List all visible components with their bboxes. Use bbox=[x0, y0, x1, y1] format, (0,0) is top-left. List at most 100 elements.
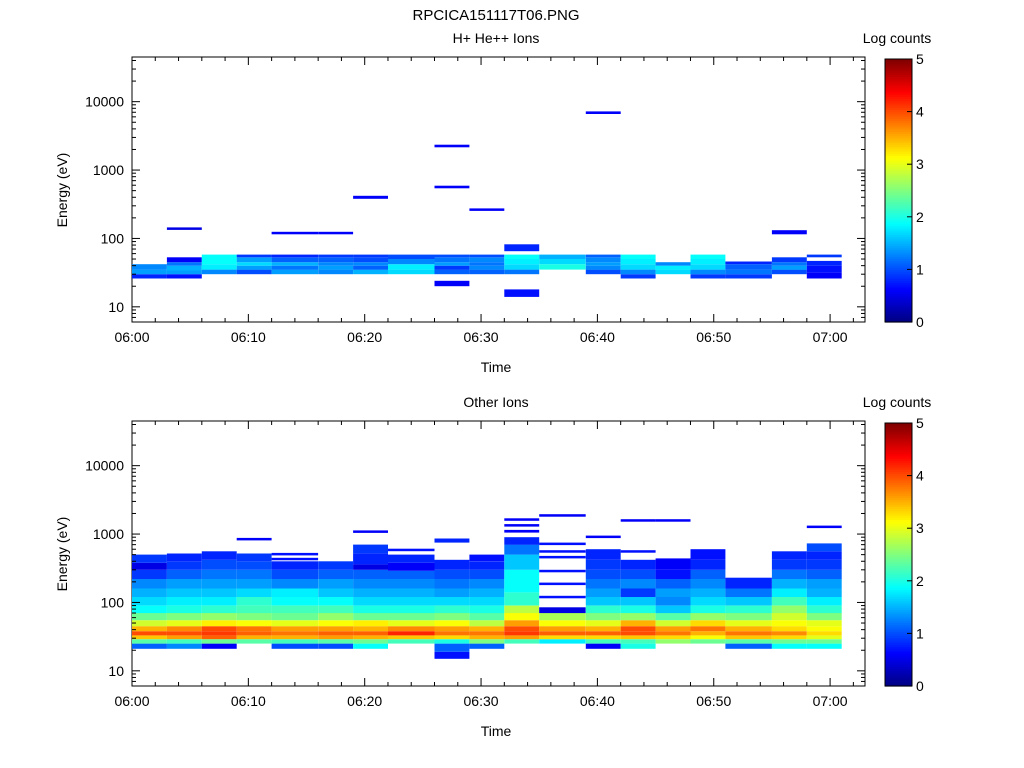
heatmap-cell bbox=[585, 626, 621, 632]
heatmap-cell bbox=[620, 264, 656, 270]
colorbar-swatch bbox=[885, 519, 912, 523]
heatmap-cell bbox=[236, 639, 272, 644]
heatmap-cell bbox=[504, 635, 540, 640]
heatmap-cell bbox=[353, 553, 388, 565]
heatmap-cell bbox=[620, 559, 656, 570]
heatmap-cell bbox=[771, 559, 807, 570]
heatmap-cell bbox=[504, 264, 540, 270]
heatmap-cell bbox=[806, 254, 842, 258]
heatmap-cell bbox=[236, 605, 272, 614]
colorbar-swatch bbox=[885, 521, 912, 525]
colorbar-swatch bbox=[885, 166, 912, 170]
heatmap-cell bbox=[504, 529, 540, 533]
colorbar-swatch bbox=[885, 313, 912, 317]
heatmap-cell bbox=[166, 265, 202, 271]
heatmap-cell bbox=[585, 639, 621, 644]
heatmap-cell bbox=[469, 620, 505, 627]
heatmap-cell bbox=[166, 643, 202, 649]
heatmap-cell bbox=[166, 597, 202, 606]
colorbar-label: Log counts bbox=[863, 394, 932, 410]
colorbar-swatch bbox=[885, 655, 912, 659]
heatmap-cell bbox=[469, 269, 505, 275]
colorbar-swatch bbox=[885, 236, 912, 240]
colorbar-swatch bbox=[885, 683, 912, 687]
colorbar-swatch bbox=[885, 607, 912, 610]
colorbar-swatch bbox=[885, 591, 912, 595]
colorbar-tick-label: 3 bbox=[916, 156, 924, 172]
colorbar-swatch bbox=[885, 596, 912, 599]
colorbar-swatch bbox=[885, 142, 912, 146]
heatmap-cell bbox=[201, 559, 237, 570]
colorbar-swatch bbox=[885, 644, 912, 648]
colorbar-swatch bbox=[885, 659, 912, 663]
colorbar-swatch bbox=[885, 188, 912, 192]
colorbar-swatch bbox=[885, 234, 912, 238]
colorbar-swatch bbox=[885, 615, 912, 619]
heatmap-cell bbox=[725, 631, 772, 636]
heatmap-cell bbox=[318, 231, 354, 235]
y-tick-label: 100 bbox=[101, 594, 125, 610]
heatmap-cell bbox=[504, 254, 540, 259]
heatmap-cell bbox=[504, 592, 540, 606]
heatmap-cell bbox=[469, 257, 505, 263]
colorbar-swatch bbox=[885, 212, 912, 216]
heatmap-cell bbox=[690, 635, 726, 640]
heatmap-cell bbox=[353, 257, 388, 263]
heatmap-cell bbox=[620, 605, 656, 614]
heatmap-cell bbox=[655, 588, 691, 597]
colorbar-swatch bbox=[885, 146, 912, 150]
heatmap-cell bbox=[690, 620, 726, 627]
colorbar-swatch bbox=[885, 653, 912, 656]
heatmap-cell bbox=[585, 569, 621, 579]
colorbar-swatch bbox=[885, 462, 912, 466]
heatmap-cell bbox=[271, 265, 319, 270]
colorbar-swatch bbox=[885, 558, 912, 562]
colorbar-swatch bbox=[885, 604, 912, 608]
x-tick-label: 06:50 bbox=[696, 693, 731, 709]
heatmap-cell bbox=[353, 620, 388, 627]
heatmap-cell bbox=[388, 620, 435, 627]
colorbar-swatch bbox=[885, 177, 912, 181]
x-tick-label: 06:20 bbox=[347, 329, 382, 345]
colorbar-swatch bbox=[885, 63, 912, 67]
colorbar-frame bbox=[884, 58, 913, 323]
y-axis-label: Energy (eV) bbox=[54, 153, 70, 228]
colorbar-swatch bbox=[885, 563, 912, 567]
colorbar-swatch bbox=[885, 319, 912, 323]
heatmap-cell bbox=[655, 626, 691, 632]
heatmap-cell bbox=[318, 561, 354, 570]
heatmap-cell bbox=[434, 626, 470, 632]
heatmap-cell bbox=[655, 519, 691, 522]
colorbar-swatch bbox=[885, 199, 912, 203]
heatmap-cell bbox=[585, 262, 621, 266]
colorbar-swatch bbox=[885, 289, 912, 292]
heatmap-cell bbox=[655, 558, 691, 570]
colorbar-swatch bbox=[885, 256, 912, 260]
colorbar-swatch bbox=[885, 633, 912, 637]
heatmap-cell bbox=[201, 635, 237, 640]
heatmap-cell bbox=[771, 588, 807, 597]
heatmap-cell bbox=[166, 553, 202, 562]
heatmap-cell bbox=[806, 272, 842, 279]
heatmap-cell bbox=[236, 626, 272, 632]
heatmap-cell bbox=[434, 588, 470, 597]
heatmap-cell bbox=[690, 579, 726, 589]
heatmap-cell bbox=[434, 631, 470, 636]
colorbar-tick-label: 4 bbox=[916, 104, 924, 120]
colorbar-swatch bbox=[885, 427, 912, 431]
heatmap-cell bbox=[434, 613, 470, 621]
heatmap-cell bbox=[271, 597, 319, 606]
heatmap-cell bbox=[236, 613, 272, 621]
colorbar-swatch bbox=[885, 297, 912, 301]
colorbar-swatch bbox=[885, 144, 912, 148]
heatmap-cell bbox=[388, 631, 435, 636]
heatmap-cell bbox=[236, 569, 272, 579]
figure-title: RPCICA151117T06.PNG bbox=[412, 7, 579, 24]
colorbar-swatch bbox=[885, 175, 912, 178]
heatmap-cell bbox=[166, 257, 202, 263]
colorbar-swatch bbox=[885, 451, 912, 455]
colorbar-swatch bbox=[885, 635, 912, 639]
colorbar-swatch bbox=[885, 423, 912, 426]
heatmap-cell bbox=[655, 569, 691, 579]
heatmap-cell bbox=[806, 605, 842, 614]
